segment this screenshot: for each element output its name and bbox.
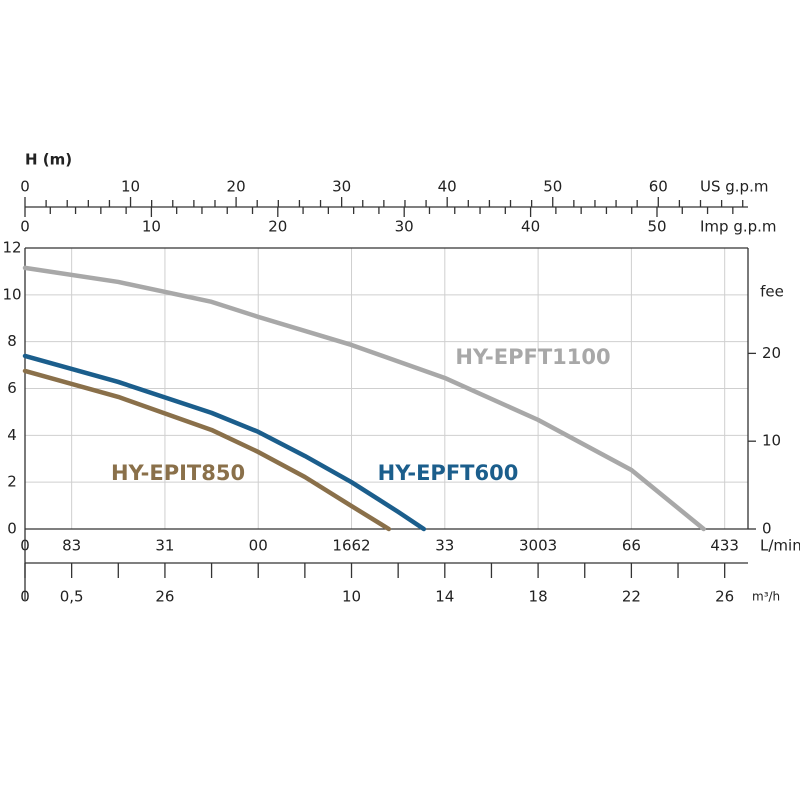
lmin-tick-label: 3003 (519, 537, 557, 555)
x-tick-label: 14 (435, 588, 454, 606)
imp_gpm-tick-label: 20 (268, 218, 287, 236)
lmin-tick-label: 31 (155, 537, 174, 555)
us_gpm-tick-label: 0 (20, 178, 30, 196)
us_gpm-tick-label: 30 (332, 178, 351, 196)
lmin-tick-label: 33 (435, 537, 454, 555)
series-label: HY-EPFT600 (378, 461, 519, 485)
lmin-tick-label: 83 (62, 537, 81, 555)
y-axis-title: H (m) (25, 151, 72, 169)
curve (22, 368, 392, 532)
x-tick-label: 18 (529, 588, 548, 606)
imp_gpm-axis-label: Imp g.p.m (700, 218, 777, 236)
imp_gpm-tick-label: 0 (20, 218, 30, 236)
us_gpm-tick-label: 60 (649, 178, 668, 196)
lmin-tick-label: 66 (622, 537, 641, 555)
y2-tick-label: 10 (762, 432, 781, 450)
series-label: HY-EPIT850 (111, 461, 245, 485)
y-tick-label: 4 (7, 426, 17, 444)
y-tick-label: 12 (2, 239, 21, 257)
y2-tick-label: 0 (762, 520, 772, 538)
y-tick-label: 6 (7, 379, 17, 397)
lmin-axis-label: L/min (760, 537, 800, 555)
imp_gpm-tick-label: 30 (395, 218, 414, 236)
imp_gpm-tick-label: 40 (521, 218, 540, 236)
curve (22, 353, 427, 532)
us_gpm-tick-label: 40 (438, 178, 457, 196)
y2-tick-label: 20 (762, 344, 781, 362)
y-tick-label: 0 (7, 520, 17, 538)
lmin-tick-label: 1662 (332, 537, 370, 555)
us_gpm-axis-label: US g.p.m (700, 178, 768, 196)
x-tick-label: 0,5 (60, 588, 84, 606)
x-tick-label: 0 (20, 588, 30, 606)
imp_gpm-tick-label: 50 (647, 218, 666, 236)
lmin-tick-label: 433 (710, 537, 739, 555)
us_gpm-tick-label: 10 (121, 178, 140, 196)
x-tick-label: 10 (342, 588, 361, 606)
us_gpm-tick-label: 50 (543, 178, 562, 196)
y-tick-label: 8 (7, 332, 17, 350)
y-tick-label: 10 (2, 285, 21, 303)
curve (22, 265, 706, 532)
imp_gpm-tick-label: 10 (142, 218, 161, 236)
x-axis-label: m³/h (752, 590, 780, 604)
y-tick-label: 2 (7, 473, 17, 491)
lmin-tick-label: 00 (249, 537, 268, 555)
y2-axis-label: fee (760, 283, 784, 301)
x-tick-label: 26 (715, 588, 734, 606)
x-tick-label: 26 (155, 588, 174, 606)
series-label: HY-EPFT1100 (455, 345, 610, 369)
us_gpm-tick-label: 20 (227, 178, 246, 196)
x-tick-label: 22 (622, 588, 641, 606)
